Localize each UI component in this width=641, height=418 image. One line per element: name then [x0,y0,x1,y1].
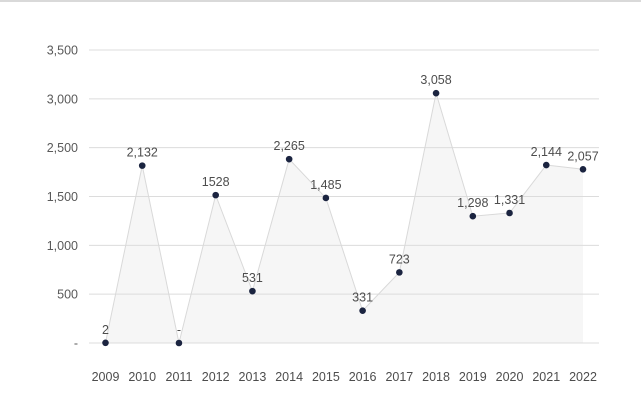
data-point-label-2020: 1,331 [494,193,525,207]
data-point-dot-2015 [322,194,330,202]
y-tick-label-1000: 1,000 [47,239,78,253]
data-point-label-2010: 2,132 [127,146,158,160]
series-line [105,93,584,344]
x-axis-label-2009: 2009 [92,370,120,384]
x-axis-label-2021: 2021 [532,370,560,384]
data-point-dot-2014 [285,155,293,163]
data-point-label-2022: 2,057 [567,149,598,163]
data-point-label-2011: - [177,323,181,337]
data-point-dot-2021 [542,161,550,169]
data-point-dot-2022 [579,165,587,173]
x-axis-label-2012: 2012 [202,370,230,384]
data-point-dot-2010 [138,162,146,169]
data-point-label-2018: 3,058 [420,73,451,87]
x-axis-label-2017: 2017 [385,370,413,384]
y-tick-label-3000: 3,000 [47,92,78,106]
y-tick-label-2500: 2,500 [47,141,78,155]
data-point-dot-2020 [506,209,513,217]
data-point-label-2012: 1528 [202,175,230,189]
data-point-label-2015: 1,485 [310,178,341,192]
data-point-label-2016: 331 [352,291,373,305]
data-point-label-2021: 2,144 [531,145,562,159]
data-point-dot-2012 [212,191,219,199]
y-tick-label-500: 500 [57,288,78,302]
x-axis-label-2018: 2018 [422,370,450,384]
top-border [0,0,641,2]
series-area-fill [105,93,583,343]
data-point-dot-2013 [249,287,256,295]
x-axis-label-2015: 2015 [312,370,340,384]
data-point-dot-2019 [469,212,477,220]
data-point-dot-2018 [432,89,440,97]
data-point-label-2009: 2 [102,323,109,337]
data-point-dot-2016 [359,307,366,314]
x-axis-label-2010: 2010 [128,370,156,384]
data-point-dot-2009 [102,339,109,347]
y-tick-label-1500: 1,500 [47,190,78,204]
x-axis-label-2019: 2019 [459,370,487,384]
y-tick-label-3500: 3,500 [47,44,78,58]
x-axis-label-2022: 2022 [569,370,597,384]
x-axis-label-2013: 2013 [239,370,267,384]
x-axis-label-2014: 2014 [275,370,303,384]
x-axis-label-2020: 2020 [496,370,524,384]
data-point-dot-2011 [175,339,183,347]
data-point-dot-2017 [396,269,403,276]
x-axis-label-2011: 2011 [166,370,193,384]
data-point-label-2014: 2,265 [274,139,305,153]
data-point-label-2019: 1,298 [457,196,488,210]
y-tick-label-0: - [74,337,78,351]
x-axis-label-2016: 2016 [349,370,377,384]
data-point-label-2017: 723 [389,252,410,266]
data-point-label-2013: 531 [242,271,263,285]
